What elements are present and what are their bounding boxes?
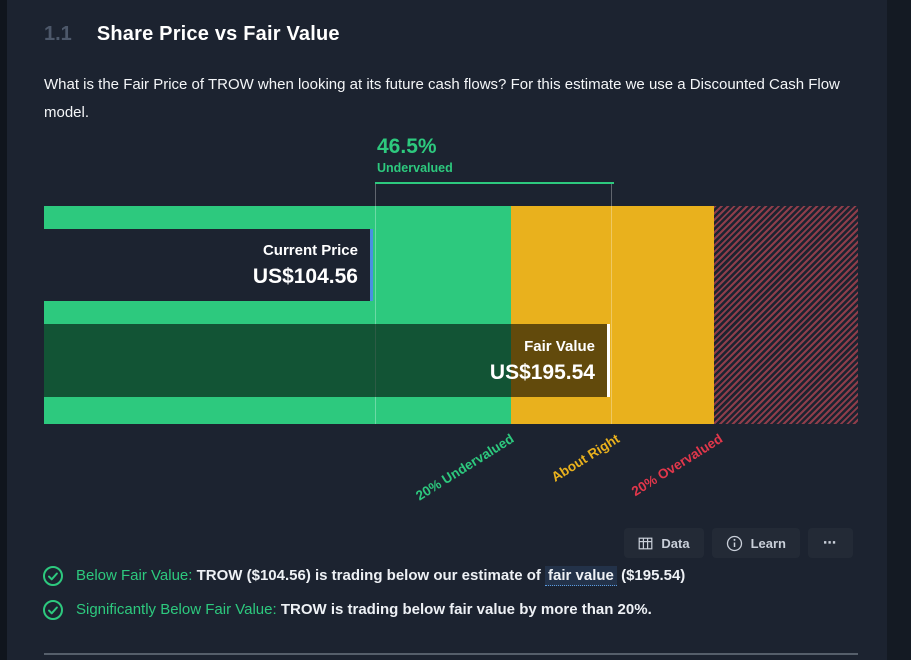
check-body: TROW is trading below fair value by more… (280, 601, 652, 618)
table-icon (638, 536, 653, 551)
discount-annotation: 46.5% Undervalued (377, 135, 453, 176)
section-divider (44, 653, 858, 655)
info-icon (726, 535, 743, 552)
check-label: Significantly Below Fair Value: (76, 601, 277, 618)
undervalued-bracket (375, 182, 614, 184)
section-description: What is the Fair Price of TROW when look… (44, 76, 840, 121)
check-text: Below Fair Value: TROW ($104.56) is trad… (76, 565, 685, 587)
page-background-gutter (887, 0, 911, 660)
overvalued-zone (714, 206, 858, 424)
check-label: Below Fair Value: (76, 567, 193, 584)
learn-button[interactable]: Learn (711, 528, 800, 558)
check-body-after: ($195.54) (621, 567, 686, 584)
chart-toolbar: Data Learn ⋯ (624, 528, 853, 558)
discount-label: Undervalued (377, 161, 453, 175)
fair-value-marker[interactable]: Fair Value US$195.54 (44, 324, 610, 397)
learn-button-label: Learn (750, 535, 786, 551)
current-price-guide-line (375, 182, 376, 424)
fair-value-term-link[interactable]: fair value (545, 566, 617, 586)
data-button[interactable]: Data (624, 528, 704, 558)
analysis-checks: Below Fair Value: TROW ($104.56) is trad… (42, 565, 872, 633)
check-circle-icon (43, 600, 63, 620)
current-price-label: Current Price (262, 242, 358, 259)
section-header: 1.1 Share Price vs Fair Value (44, 23, 340, 46)
fair-value-label: Fair Value (524, 338, 595, 355)
section-number: 1.1 (44, 23, 72, 45)
discount-percent: 46.5% (377, 135, 437, 158)
data-button-label: Data (661, 535, 690, 551)
check-significantly-below-fair-value: Significantly Below Fair Value: TROW is … (42, 599, 872, 621)
fair-value-guide-line (611, 182, 612, 424)
ellipsis-icon: ⋯ (823, 535, 838, 550)
fair-value-value: US$195.54 (489, 361, 595, 384)
check-below-fair-value: Below Fair Value: TROW ($104.56) is trad… (42, 565, 872, 587)
current-price-value: US$104.56 (252, 265, 358, 288)
page-title: Share Price vs Fair Value (96, 23, 340, 45)
more-options-button[interactable]: ⋯ (808, 528, 853, 558)
check-body-before: TROW ($104.56) is trading below our esti… (196, 567, 541, 584)
check-text: Significantly Below Fair Value: TROW is … (76, 599, 652, 621)
check-circle-icon (43, 566, 63, 586)
current-price-marker[interactable]: Current Price US$104.56 (44, 229, 373, 301)
